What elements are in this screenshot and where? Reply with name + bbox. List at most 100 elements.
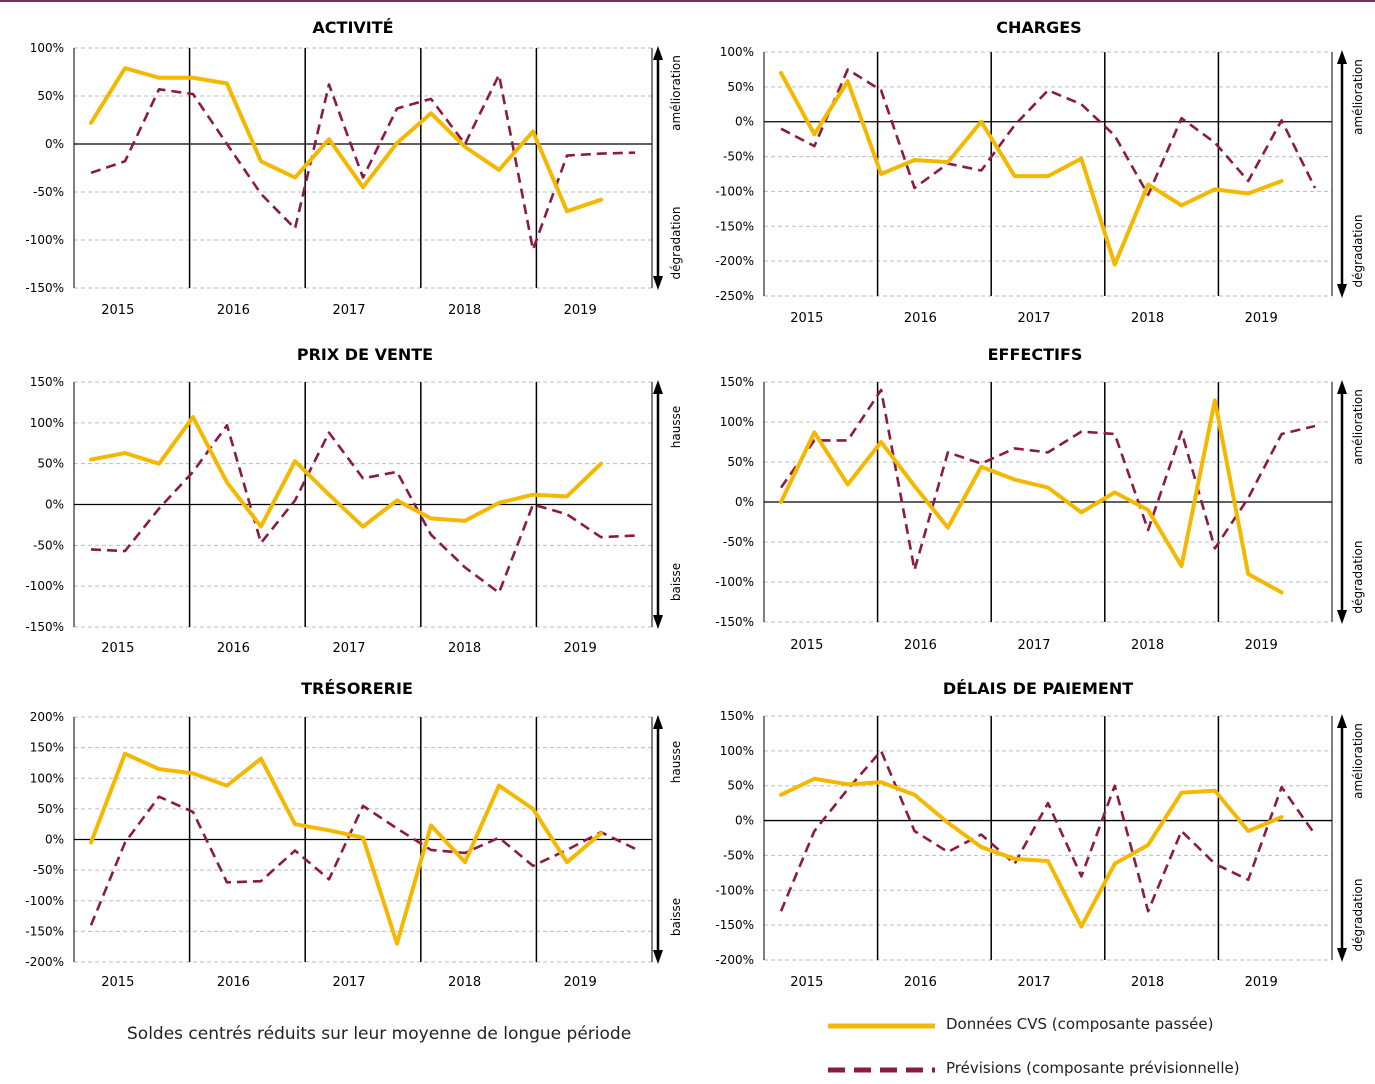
y-tick-label: 50%	[37, 802, 64, 816]
y-tick-label: 100%	[720, 415, 754, 429]
chart-title: EFFECTIFS	[988, 345, 1083, 364]
side-label-top: amélioration	[1351, 723, 1365, 799]
side-arrow-down	[1337, 948, 1347, 962]
y-tick-label: 50%	[727, 80, 754, 94]
y-tick-label: -200%	[715, 953, 754, 967]
side-label-bottom: dégradation	[669, 207, 683, 280]
y-tick-label: -150%	[715, 219, 754, 233]
y-tick-label: 50%	[37, 457, 64, 471]
x-year-label: 2015	[790, 638, 823, 653]
side-arrow-down	[1337, 610, 1347, 624]
actual-series-line	[89, 415, 603, 529]
x-year-label: 2016	[217, 975, 250, 990]
x-year-label: 2019	[564, 975, 597, 990]
side-label-bottom: dégradation	[1351, 541, 1365, 614]
side-label-bottom: baisse	[669, 563, 683, 601]
side-arrow-up	[1337, 50, 1347, 64]
x-year-label: 2015	[790, 311, 823, 326]
legend-forecast: Prévisions (composante prévisionnelle)	[828, 1056, 1288, 1084]
forecast-series-line	[779, 388, 1316, 572]
side-label-top: amélioration	[1351, 59, 1365, 135]
chart-panel-1: ACTIVITÉ -150% -100% -50% 0% 50% 100% 2015 2016 2…	[25, 18, 683, 318]
x-year-label: 2018	[448, 303, 481, 318]
y-tick-label: -50%	[723, 150, 754, 164]
chart-panel-5: TRÉSORERIE -200% -150% -100% -50% 0% 50% 100% 15…	[25, 679, 683, 990]
x-year-label: 2017	[1017, 311, 1050, 326]
side-arrow-up	[1337, 714, 1347, 728]
y-tick-label: -50%	[33, 185, 64, 199]
side-arrow-up	[653, 380, 663, 394]
y-tick-label: -100%	[715, 883, 754, 897]
y-tick-label: -200%	[25, 955, 64, 969]
side-arrow-down	[653, 276, 663, 290]
side-arrow-down	[1337, 284, 1347, 298]
side-label-top: hausse	[669, 406, 683, 448]
y-tick-label: -100%	[25, 894, 64, 908]
forecast-series-line	[780, 68, 1317, 197]
side-label-bottom: dégradation	[1351, 215, 1365, 288]
y-tick-label: -200%	[715, 254, 754, 268]
x-year-label: 2018	[1131, 311, 1164, 326]
x-year-label: 2015	[790, 975, 823, 990]
top-rule	[0, 0, 1375, 2]
y-tick-label: 0%	[735, 495, 754, 509]
x-year-label: 2015	[101, 303, 134, 318]
side-arrow-up	[1337, 380, 1347, 394]
y-tick-label: 100%	[30, 416, 64, 430]
forecast-series-line	[90, 73, 636, 251]
y-tick-label: -250%	[715, 289, 754, 303]
x-year-label: 2019	[1245, 975, 1278, 990]
y-tick-label: 150%	[720, 375, 754, 389]
y-tick-label: 50%	[727, 779, 754, 793]
x-year-label: 2017	[332, 641, 365, 656]
chart-title: ACTIVITÉ	[312, 18, 393, 37]
x-year-label: 2017	[332, 303, 365, 318]
chart-panel-4: EFFECTIFS -150% -100% -50% 0% 50% 100% 150% 2015…	[715, 345, 1365, 653]
chart-title: DÉLAIS DE PAIEMENT	[943, 679, 1133, 698]
x-year-label: 2016	[904, 311, 937, 326]
y-tick-label: -150%	[715, 615, 754, 629]
chart-title: TRÉSORERIE	[301, 679, 413, 698]
actual-series-line	[779, 70, 1284, 267]
legend-actual-label: Données CVS (composante passée)	[946, 1015, 1214, 1033]
x-year-label: 2016	[904, 975, 937, 990]
y-tick-label: -100%	[25, 233, 64, 247]
x-year-label: 2018	[448, 975, 481, 990]
y-tick-label: 50%	[37, 89, 64, 103]
side-arrow-down	[653, 615, 663, 629]
y-tick-label: -50%	[723, 535, 754, 549]
actual-series-line	[89, 751, 603, 946]
y-tick-label: 0%	[45, 137, 64, 151]
y-tick-label: 100%	[720, 744, 754, 758]
chart-panel-6: DÉLAIS DE PAIEMENT -200% -150% -100% -50% 0% 5…	[715, 679, 1365, 990]
y-tick-label: 50%	[727, 455, 754, 469]
legend-actual-swatch	[828, 1023, 935, 1029]
legend-forecast-swatch	[828, 1067, 935, 1073]
y-tick-label: 100%	[30, 41, 64, 55]
x-year-label: 2015	[101, 975, 134, 990]
legend-forecast-label: Prévisions (composante prévisionnelle)	[946, 1059, 1240, 1077]
y-tick-label: -50%	[33, 538, 64, 552]
x-year-label: 2019	[564, 641, 597, 656]
x-year-label: 2018	[1131, 638, 1164, 653]
side-arrow-up	[653, 715, 663, 729]
x-year-label: 2018	[448, 641, 481, 656]
actual-series-line	[779, 776, 1284, 929]
y-tick-label: 0%	[735, 115, 754, 129]
y-tick-label: -50%	[33, 863, 64, 877]
chart-title: PRIX DE VENTE	[297, 345, 433, 364]
side-label-top: amélioration	[669, 55, 683, 131]
y-tick-label: 150%	[30, 375, 64, 389]
side-label-bottom: baisse	[669, 898, 683, 936]
y-tick-label: -150%	[715, 918, 754, 932]
y-tick-label: 0%	[735, 814, 754, 828]
x-year-label: 2017	[1017, 975, 1050, 990]
x-year-label: 2019	[1245, 311, 1278, 326]
y-tick-label: 200%	[30, 710, 64, 724]
forecast-series-line	[90, 423, 636, 595]
y-tick-label: 150%	[30, 741, 64, 755]
x-year-label: 2016	[217, 303, 250, 318]
x-year-label: 2019	[1245, 638, 1278, 653]
forecast-series-line	[89, 795, 636, 926]
